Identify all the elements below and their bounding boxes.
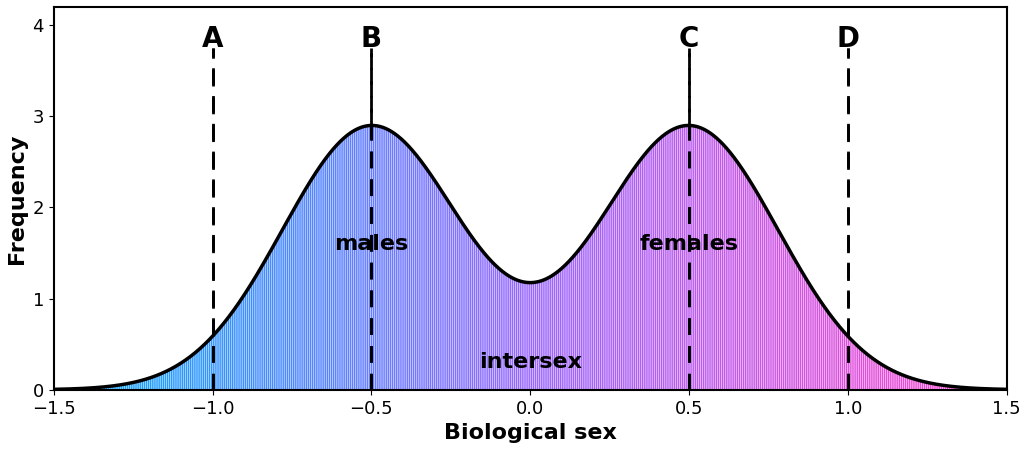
Text: intersex: intersex bbox=[479, 352, 582, 373]
Text: C: C bbox=[678, 25, 699, 53]
Text: females: females bbox=[639, 234, 738, 254]
Text: D: D bbox=[837, 25, 859, 53]
Y-axis label: Frequency: Frequency bbox=[7, 133, 27, 264]
Text: A: A bbox=[201, 25, 223, 53]
X-axis label: Biological sex: Biological sex bbox=[444, 423, 617, 443]
Text: B: B bbox=[361, 25, 382, 53]
Text: males: males bbox=[334, 234, 408, 254]
